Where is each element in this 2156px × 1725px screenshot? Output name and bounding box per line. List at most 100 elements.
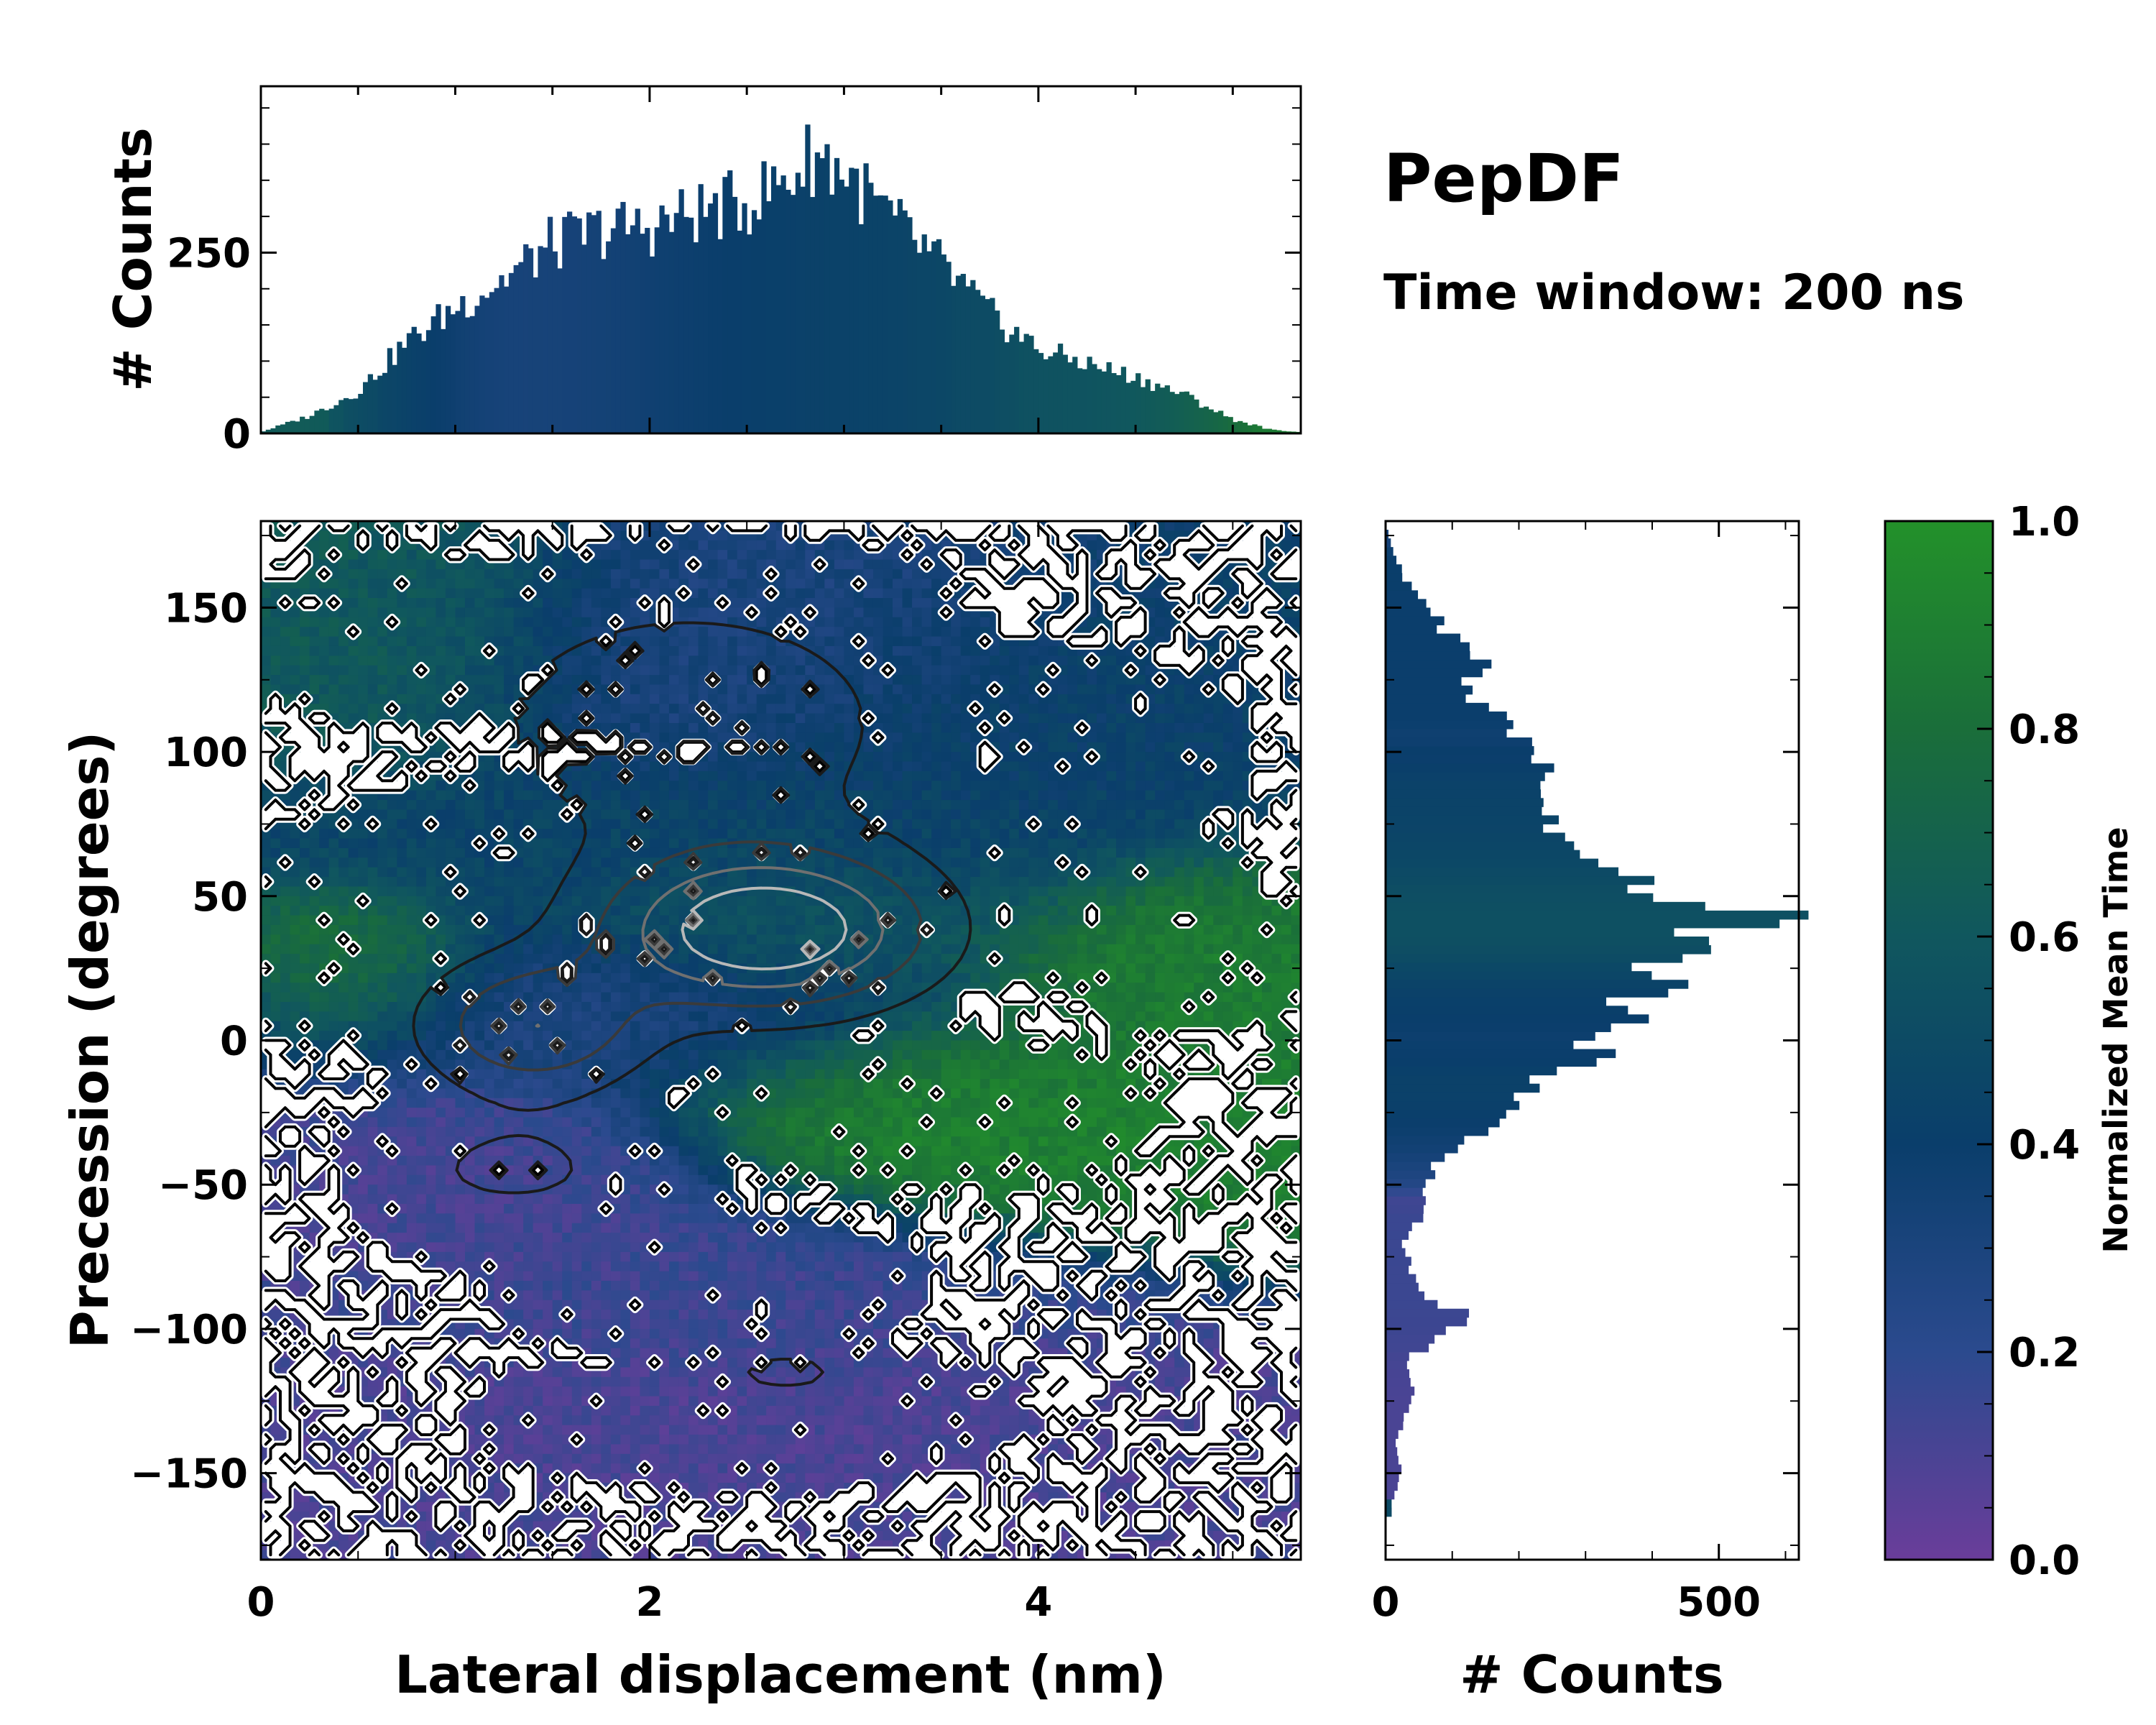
heatmap-cell [261,607,271,617]
heatmap-cell [844,704,854,714]
heatmap-cell [465,607,475,617]
heatmap-cell [776,723,786,733]
heatmap-cell [465,617,475,627]
heatmap-cell [1067,732,1077,742]
heatmap-cell [407,560,417,570]
heatmap-cell [893,607,903,617]
heatmap-cell [1146,732,1156,742]
heatmap-cell [688,684,699,694]
heatmap-cell [796,714,806,724]
heatmap-cell [679,540,689,551]
heatmap-cell [271,589,281,599]
heatmap-cell [699,656,709,666]
heatmap-cell [504,637,514,647]
heatmap-cell [416,560,426,570]
heatmap-cell [883,694,893,704]
heatmap-cell [679,684,689,694]
top-hist-bar [489,292,494,433]
heatmap-cell [465,521,475,531]
heatmap-cell [290,627,300,637]
heatmap-cell [553,598,563,608]
heatmap-cell [893,589,903,599]
heatmap-cell [1107,656,1117,666]
heatmap-cell [708,589,718,599]
heatmap-cell [426,684,436,694]
heatmap-cell [397,675,407,685]
heatmap-cell [688,694,699,704]
heatmap-cell [368,704,378,714]
heatmap-cell [718,704,728,714]
heatmap-cell [805,656,815,666]
heatmap-cell [407,598,417,608]
heatmap-cell [484,704,494,714]
heatmap-cell [961,742,971,753]
heatmap-cell [834,742,844,753]
heatmap-cell [873,637,883,647]
heatmap-cell [349,684,359,694]
heatmap-cell [436,589,446,599]
heatmap-cell [650,530,660,540]
top-hist-bar [1248,426,1253,433]
heatmap-cell [747,550,757,560]
top-hist-bar [781,175,786,433]
heatmap-cell [1097,666,1107,676]
heatmap-cell [465,694,475,704]
heatmap-cell [426,656,436,666]
heatmap-cell [1184,684,1194,694]
heatmap-cell [786,550,796,560]
heatmap-cell [533,714,543,724]
heatmap-cell [669,684,679,694]
heatmap-cell [611,540,621,551]
top-hist-bar [460,296,465,433]
top-hist-bar [970,280,975,433]
heatmap-cell [747,732,757,742]
heatmap-cell [368,694,378,704]
heatmap-cell [699,540,709,551]
heatmap-cell [436,656,446,666]
heatmap-cell [1135,732,1146,742]
heatmap-cell [766,732,776,742]
heatmap-cell [776,684,786,694]
heatmap-cell [620,607,630,617]
heatmap-cell [1194,742,1204,753]
heatmap-cell [1000,742,1010,753]
heatmap-cell [951,723,961,733]
heatmap-cell [329,617,339,627]
heatmap-cell [280,637,290,647]
heatmap-cell [912,569,922,579]
top-hist-bar [757,219,762,433]
heatmap-cell [650,704,660,714]
heatmap-cell [824,540,834,551]
heatmap-cell [893,656,903,666]
heatmap-cell [338,560,349,570]
heatmap-cell [708,569,718,579]
heatmap-cell [1204,742,1214,753]
heatmap-cell [562,666,572,676]
top-hist-bar [1165,385,1170,433]
heatmap-cell [805,579,815,589]
heatmap-cell [280,666,290,676]
heatmap-cell [581,598,591,608]
heatmap-cell [757,694,767,704]
top-hist-bar [382,373,387,433]
heatmap-cell [358,637,368,647]
heatmap-cell [261,637,271,647]
heatmap-cell [718,569,728,579]
heatmap-cell [766,684,776,694]
heatmap-cell [640,684,650,694]
heatmap-cell [1165,521,1175,531]
heatmap-cell [543,598,553,608]
heatmap-cell [786,656,796,666]
heatmap-cell [922,646,932,656]
heatmap-cell [883,637,893,647]
heatmap-cell [1116,742,1126,753]
heatmap-cell [1028,656,1038,666]
heatmap-cell [446,617,456,627]
heatmap-cell [951,714,961,724]
heatmap-cell [883,646,893,656]
heatmap-cell [922,617,932,627]
heatmap-cell [475,627,485,637]
heatmap-cell [903,752,913,762]
top-hist-bar [1092,364,1097,433]
heatmap-cell [844,540,854,551]
